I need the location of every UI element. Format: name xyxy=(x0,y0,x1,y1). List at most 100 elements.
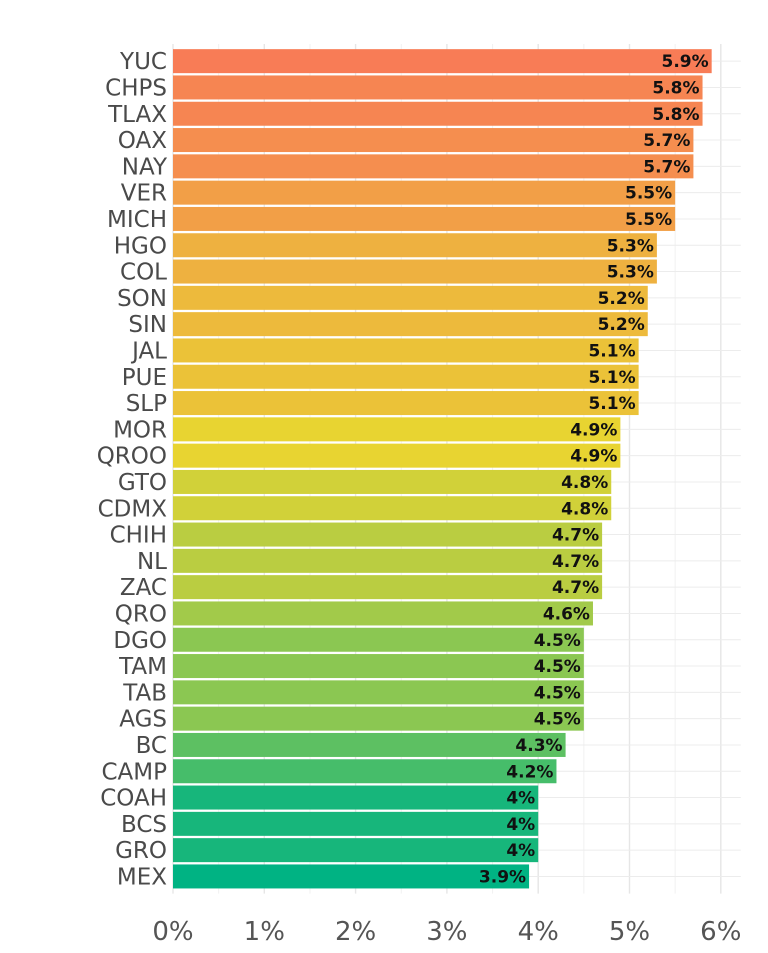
value-label-tab: 4.5% xyxy=(534,683,581,703)
bar-jal xyxy=(173,338,639,363)
value-label-tlax: 5.8% xyxy=(652,105,699,125)
x-tick-label: 6% xyxy=(700,917,741,947)
value-label-coah: 4% xyxy=(506,789,535,809)
value-label-ver: 5.5% xyxy=(625,184,672,204)
bar-nl xyxy=(173,548,603,573)
value-label-son: 5.2% xyxy=(598,289,645,309)
category-label-nay: NAY xyxy=(122,154,168,180)
value-label-mex: 3.9% xyxy=(479,867,526,887)
value-label-cdmx: 4.8% xyxy=(561,499,608,519)
category-label-nl: NL xyxy=(137,549,167,575)
bar-gto xyxy=(173,469,612,494)
category-label-tlax: TLAX xyxy=(107,102,167,128)
category-label-dgo: DGO xyxy=(113,628,167,654)
value-label-jal: 5.1% xyxy=(588,341,635,361)
x-tick-label: 5% xyxy=(609,917,650,947)
bar-hgo xyxy=(173,233,657,258)
value-label-sin: 5.2% xyxy=(598,315,645,335)
category-label-pue: PUE xyxy=(122,365,167,391)
value-label-gro: 4% xyxy=(506,841,535,861)
bar-qro xyxy=(173,601,593,626)
category-label-chps: CHPS xyxy=(105,75,167,101)
bar-yuc xyxy=(173,49,712,74)
value-label-chps: 5.8% xyxy=(652,78,699,98)
category-label-oax: OAX xyxy=(118,128,167,154)
bar-oax xyxy=(173,128,694,153)
value-label-bc: 4.3% xyxy=(515,736,562,756)
bar-son xyxy=(173,285,648,310)
value-label-zac: 4.7% xyxy=(552,578,599,598)
bar-coah xyxy=(173,785,539,810)
bar-tam xyxy=(173,654,584,679)
category-label-qroo: QROO xyxy=(97,444,167,470)
bar-slp xyxy=(173,391,639,416)
value-labels: 5.9% 5.8% 5.8% 5.7% 5.7% 5.5% 5.5% 5.3% 5.3% 5.2%… xyxy=(479,52,709,887)
value-label-mor: 4.9% xyxy=(570,420,617,440)
category-label-yuc: YUC xyxy=(119,49,167,75)
value-label-qroo: 4.9% xyxy=(570,447,617,467)
bar-chih xyxy=(173,522,603,547)
value-label-chih: 4.7% xyxy=(552,526,599,546)
bar-sin xyxy=(173,312,648,337)
bar-chps xyxy=(173,75,703,100)
category-label-zac: ZAC xyxy=(120,575,167,601)
value-label-nl: 4.7% xyxy=(552,552,599,572)
bar-camp xyxy=(173,759,557,784)
x-tick-label: 4% xyxy=(518,917,559,947)
bar-dgo xyxy=(173,627,584,652)
category-label-camp: CAMP xyxy=(101,759,167,785)
category-label-coah: COAH xyxy=(100,786,167,812)
value-label-tam: 4.5% xyxy=(534,657,581,677)
value-label-camp: 4.2% xyxy=(506,762,553,782)
value-label-qro: 4.6% xyxy=(543,604,590,624)
category-label-mich: MICH xyxy=(107,207,167,233)
bar-bcs xyxy=(173,811,539,836)
bar-ags xyxy=(173,706,584,731)
category-label-hgo: HGO xyxy=(114,233,167,259)
bar-qroo xyxy=(173,443,621,468)
value-label-yuc: 5.9% xyxy=(662,52,709,72)
x-tick-label: 3% xyxy=(426,917,467,947)
category-label-tab: TAB xyxy=(122,680,167,706)
category-label-qro: QRO xyxy=(115,601,167,627)
value-label-slp: 5.1% xyxy=(588,394,635,414)
value-label-mich: 5.5% xyxy=(625,210,672,230)
value-label-hgo: 5.3% xyxy=(607,236,654,256)
value-label-col: 5.3% xyxy=(607,263,654,283)
bar-nay xyxy=(173,154,694,179)
category-label-bcs: BCS xyxy=(121,812,167,838)
bar-pue xyxy=(173,364,639,389)
bar-tab xyxy=(173,680,584,705)
x-tick-label: 1% xyxy=(244,917,285,947)
category-label-slp: SLP xyxy=(126,391,167,417)
category-labels: YUCCHPSTLAXOAXNAYVERMICHHGOCOLSONSINJALP… xyxy=(97,49,168,890)
category-label-ver: VER xyxy=(121,181,167,207)
value-label-oax: 5.7% xyxy=(643,131,690,151)
x-tick-label: 2% xyxy=(335,917,376,947)
bar-zac xyxy=(173,575,603,600)
category-label-cdmx: CDMX xyxy=(98,496,168,522)
bar-tlax xyxy=(173,101,703,126)
category-label-mor: MOR xyxy=(113,417,167,443)
category-label-son: SON xyxy=(117,286,167,312)
value-label-bcs: 4% xyxy=(506,815,535,835)
category-label-gto: GTO xyxy=(118,470,167,496)
bar-cdmx xyxy=(173,496,612,521)
bar-ver xyxy=(173,180,676,205)
bars-group xyxy=(173,49,712,889)
category-label-mex: MEX xyxy=(117,864,167,890)
value-label-dgo: 4.5% xyxy=(534,631,581,651)
bar-mich xyxy=(173,206,676,231)
value-label-gto: 4.8% xyxy=(561,473,608,493)
x-axis-ticks: 0% 1% 2% 3% 4% 5% 6% xyxy=(152,917,741,947)
bar-mex xyxy=(173,864,530,889)
bar-col xyxy=(173,259,657,284)
category-label-chih: CHIH xyxy=(110,523,167,549)
category-label-gro: GRO xyxy=(115,838,167,864)
category-label-ags: AGS xyxy=(119,707,167,733)
category-label-bc: BC xyxy=(136,733,167,759)
bar-gro xyxy=(173,838,539,863)
category-label-tam: TAM xyxy=(118,654,167,680)
value-label-pue: 5.1% xyxy=(588,368,635,388)
